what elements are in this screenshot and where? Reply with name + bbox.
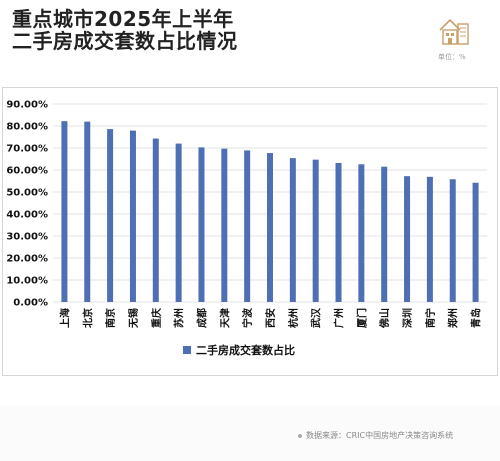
bar <box>107 129 114 302</box>
x-tick-label: 南宁 <box>424 308 437 328</box>
bar <box>267 153 273 302</box>
x-tick-label: 重庆 <box>150 308 163 328</box>
y-tick-label: 0.00% <box>13 298 48 309</box>
legend-swatch <box>183 346 191 354</box>
bar <box>381 166 388 302</box>
bar <box>244 150 251 302</box>
x-tick-label: 苏州 <box>173 308 186 328</box>
x-tick-label: 厦门 <box>355 308 368 328</box>
legend-label: 二手房成交套数占比 <box>196 343 295 357</box>
x-tick-label: 西安 <box>264 308 277 328</box>
x-tick-label: 青岛 <box>470 308 483 328</box>
x-tick-label: 广州 <box>333 308 346 328</box>
bar <box>404 176 411 302</box>
x-tick-label: 上海 <box>58 308 71 328</box>
building-logo-icon <box>439 18 469 45</box>
x-tick-label: 郑州 <box>447 308 460 328</box>
title-line-2: 二手房成交套数占比情况 <box>12 29 238 53</box>
bar <box>61 121 68 302</box>
y-tick-label: 30.00% <box>6 232 48 243</box>
bar <box>312 159 319 302</box>
y-tick-label: 50.00% <box>6 188 48 199</box>
footer-band <box>0 405 500 461</box>
x-tick-label: 成都 <box>195 308 208 328</box>
y-tick-label: 60.00% <box>6 166 48 177</box>
bar <box>426 176 433 302</box>
y-tick-label: 20.00% <box>6 254 48 265</box>
bullet-dot-icon <box>298 433 302 438</box>
chart-frame: 0.00% 10.00% 20.00% 30.00% 40.00% 50.00% 60.00… <box>2 87 498 376</box>
chart-title: 重点城市2025年上半年 二手房成交套数占比情况 <box>12 8 238 52</box>
title-line-1: 重点城市2025年上半年 <box>12 7 234 31</box>
unit-label: 单位：% <box>438 53 466 61</box>
source-text: 数据来源：CRIC中国房地产决策咨询系统 <box>306 431 454 440</box>
x-tick-label: 南京 <box>104 308 117 328</box>
x-tick-label: 无锡 <box>127 308 140 329</box>
bar <box>289 158 296 302</box>
bar <box>175 143 182 302</box>
x-tick-label: 武汉 <box>310 307 323 328</box>
x-tick-label: 佛山 <box>378 308 391 329</box>
x-tick-label: 天津 <box>218 308 231 328</box>
bar <box>449 179 456 302</box>
bar <box>152 138 159 302</box>
bar <box>472 182 479 302</box>
bar <box>335 162 342 302</box>
bar <box>84 121 91 302</box>
x-tick-label: 杭州 <box>287 308 300 328</box>
y-tick-label: 80.00% <box>6 122 48 133</box>
bar-chart: 0.00% 10.00% 20.00% 30.00% 40.00% 50.00% 60.00… <box>6 100 487 357</box>
bar <box>221 148 228 302</box>
bar <box>358 164 365 302</box>
bar <box>129 130 136 302</box>
y-tick-label: 40.00% <box>6 210 48 221</box>
x-tick-label: 宁波 <box>241 307 254 328</box>
y-tick-label: 90.00% <box>6 100 48 111</box>
bar <box>198 147 205 302</box>
x-tick-label: 深圳 <box>401 308 414 328</box>
source-note: 数据来源：CRIC中国房地产决策咨询系统 <box>298 430 453 441</box>
y-tick-label: 10.00% <box>6 276 48 287</box>
y-tick-label: 70.00% <box>6 144 48 155</box>
x-tick-label: 北京 <box>81 308 94 328</box>
